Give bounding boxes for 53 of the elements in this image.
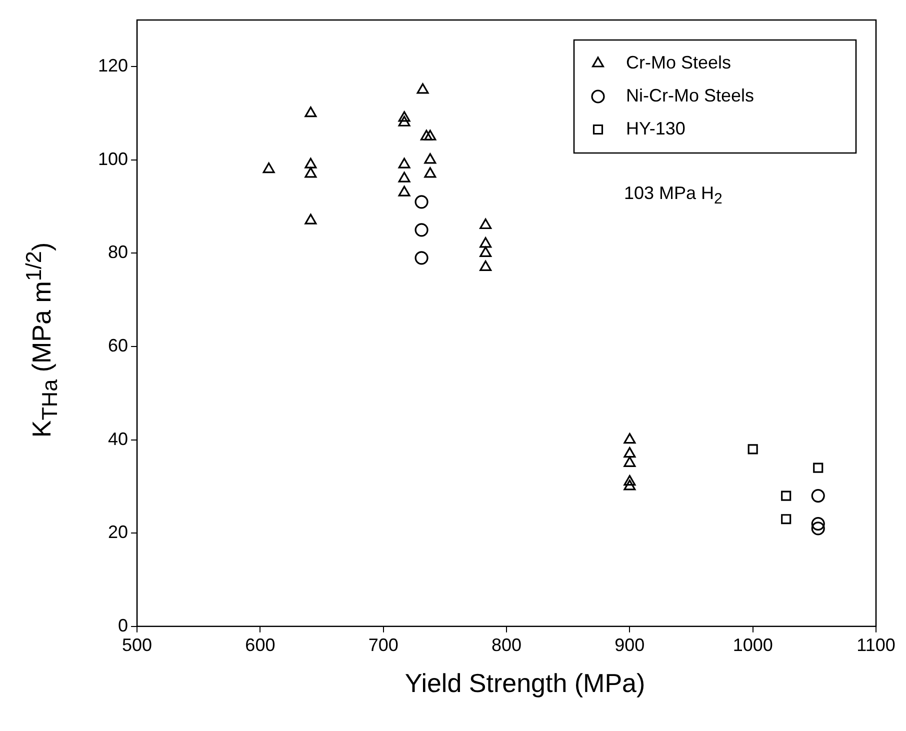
point <box>424 167 436 178</box>
y-tick-label: 100 <box>98 148 128 169</box>
point <box>414 251 428 265</box>
y-tick-label: 120 <box>98 56 128 76</box>
legend-label: Ni-Cr-Mo Steels <box>626 85 754 106</box>
point <box>424 153 436 164</box>
y-tick-label: 20 <box>108 522 128 542</box>
point <box>416 83 429 94</box>
y-tick-label: 60 <box>108 335 128 356</box>
point <box>304 214 317 224</box>
point <box>781 490 792 501</box>
y-tick-label: 0 <box>118 615 128 636</box>
point <box>811 516 825 531</box>
point <box>304 167 317 178</box>
point <box>480 237 492 248</box>
x-axis-title: Yield Strength (MPa) <box>404 668 646 699</box>
point <box>262 162 275 174</box>
point <box>398 158 410 168</box>
point <box>398 172 410 182</box>
point <box>811 488 825 503</box>
x-tick-label: 600 <box>245 635 276 656</box>
point <box>624 456 636 467</box>
point <box>781 514 792 524</box>
y-tick-label: 40 <box>108 428 128 449</box>
x-tick-label: 1100 <box>856 635 896 656</box>
x-tick-label: 500 <box>122 635 152 656</box>
point <box>624 433 636 444</box>
annotation: 103 MPa H$_{2}$ <box>624 183 722 208</box>
point <box>398 111 410 122</box>
point <box>414 223 428 237</box>
point <box>304 158 317 168</box>
legend-label: Cr-Mo Steels <box>626 52 732 72</box>
point <box>420 130 432 140</box>
point <box>398 186 410 196</box>
point <box>480 260 492 272</box>
point <box>624 474 636 486</box>
y-tick-label: 80 <box>108 242 128 262</box>
point <box>813 462 824 473</box>
x-tick-label: 900 <box>614 635 645 656</box>
point <box>748 444 758 454</box>
point <box>811 522 825 536</box>
point <box>480 246 492 258</box>
point <box>398 116 410 126</box>
x-tick-label: 700 <box>368 635 398 656</box>
legend-label: HY-130 <box>626 118 686 138</box>
point <box>624 480 636 490</box>
point <box>480 218 492 230</box>
point <box>624 447 636 458</box>
point <box>414 195 428 209</box>
x-tick-label: 800 <box>491 635 522 656</box>
point <box>304 106 317 118</box>
x-tick-label: 1000 <box>732 635 773 656</box>
point <box>424 130 436 140</box>
